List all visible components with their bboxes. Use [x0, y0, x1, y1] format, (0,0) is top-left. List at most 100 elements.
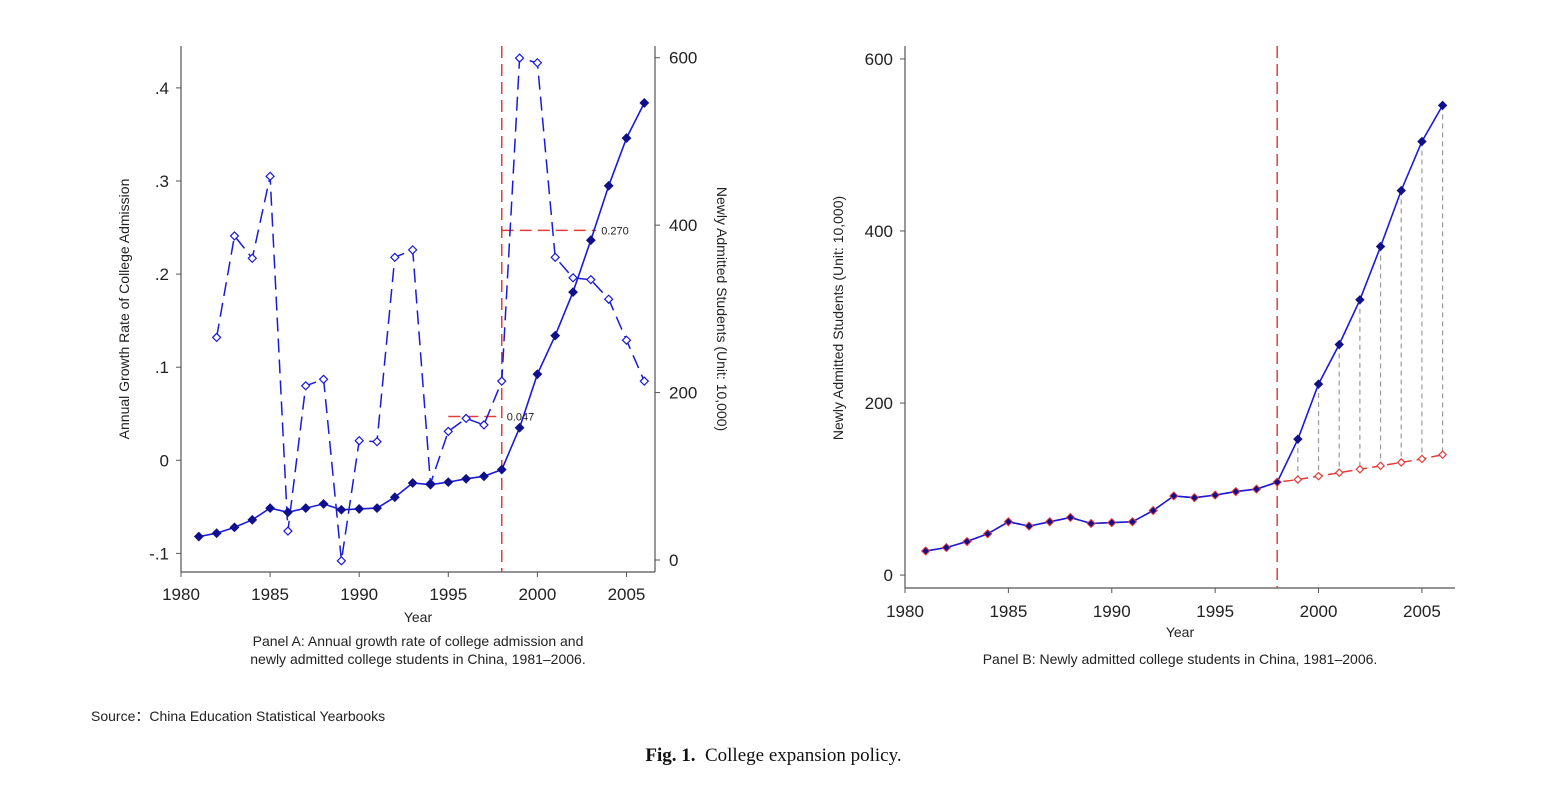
- admitted-students-point: [443, 477, 454, 488]
- admitted-students-point: [247, 514, 258, 525]
- admitted-students-point: [532, 369, 543, 380]
- panel-a-caption-line-2: newly admitted college students in China…: [250, 651, 585, 667]
- counterfactual-point: [1293, 475, 1303, 485]
- panel-a-chart: 1980 1985 1990 1995 2000 2005 -.1 0 .1 .2 .3 .4 0 2…: [116, 46, 730, 667]
- admitted-students-point: [336, 504, 347, 515]
- actual-students-point: [1251, 484, 1262, 494]
- panel-a-left-ticks: -.1 0 .1 .2 .3 .4: [149, 79, 181, 563]
- source-note: Source：China Education Statistical Yearb…: [91, 708, 386, 724]
- x-tick-label: 1995: [429, 585, 467, 604]
- left-tick-label: .2: [155, 265, 169, 284]
- actual-students-point: [1107, 517, 1117, 528]
- growth-rate-point: [568, 272, 578, 283]
- growth-rate-point: [621, 335, 632, 346]
- panel-a-right-y-label: Newly Admitted Students (Unit: 10,000): [714, 187, 730, 431]
- growth-rate-point: [372, 436, 382, 447]
- actual-students-point: [941, 542, 952, 553]
- panel-a-right-ticks: 0 200 400 600: [655, 49, 697, 570]
- actual-students-point: [1024, 521, 1034, 531]
- x-tick-label: 1980: [886, 602, 924, 621]
- panel-a-series: [193, 53, 650, 566]
- panel-b-series: [920, 100, 1448, 556]
- actual-students-point: [1272, 477, 1282, 487]
- growth-rate-point: [283, 526, 293, 536]
- x-tick-label: 1985: [251, 585, 289, 604]
- actual-students-point: [1189, 492, 1200, 503]
- growth-rate-point: [300, 380, 311, 391]
- counterfactual-line: [925, 453, 1443, 552]
- admitted-students-point: [621, 133, 632, 143]
- admitted-students-point: [354, 504, 365, 514]
- y-tick-label: 400: [865, 222, 893, 241]
- panel-b-x-label: Year: [1166, 624, 1195, 640]
- counterfactual-point: [1334, 468, 1344, 478]
- growth-rate-point: [461, 413, 471, 424]
- y-tick-label: 0: [884, 566, 893, 585]
- left-tick-label: .1: [155, 358, 169, 377]
- growth-rate-point: [586, 274, 596, 285]
- admitted-students-point: [300, 503, 311, 514]
- growth-rate-point: [389, 252, 400, 263]
- growth-rate-point: [603, 294, 614, 305]
- actual-students-point: [1293, 434, 1303, 444]
- admitted-students-point: [211, 528, 222, 539]
- admitted-students-point: [603, 180, 614, 191]
- admitted-students-point: [496, 464, 507, 475]
- admitted-students-point: [389, 492, 400, 503]
- left-tick-label: 0: [160, 451, 169, 470]
- average-growth-label: 0.270: [601, 225, 629, 237]
- admitted-students-point: [407, 478, 418, 488]
- growth-rate-point: [265, 171, 275, 182]
- right-tick-label: 200: [669, 384, 697, 403]
- panel-b-caption: Panel B: Newly admitted college students…: [983, 651, 1378, 667]
- figure-caption: Fig. 1. College expansion policy.: [0, 745, 1547, 767]
- admitted-students-point: [568, 287, 578, 298]
- actual-students-point: [1045, 517, 1055, 527]
- actual-students-point: [1375, 241, 1386, 252]
- y-tick-label: 200: [865, 394, 893, 413]
- right-tick-label: 0: [669, 551, 678, 570]
- counterfactual-point: [1417, 454, 1427, 464]
- x-tick-label: 1990: [340, 585, 378, 604]
- admitted-students-point: [265, 503, 276, 514]
- right-tick-label: 400: [669, 216, 697, 235]
- growth-rate-point: [318, 374, 329, 385]
- figure-caption-text: College expansion policy.: [704, 745, 902, 766]
- counterfactual-point: [1396, 457, 1406, 467]
- admitted-students-line: [198, 102, 646, 538]
- growth-rate-point: [211, 332, 222, 343]
- panel-b-x-ticks: 1980 1985 1990 1995 2000 2005: [886, 588, 1441, 621]
- admitted-students-point: [372, 503, 382, 514]
- growth-rate-point: [354, 435, 365, 446]
- right-tick-label: 600: [669, 49, 697, 68]
- actual-students-point: [1313, 379, 1324, 389]
- growth-rate-point: [514, 53, 525, 63]
- actual-students-point: [982, 529, 993, 539]
- left-tick-label: -.1: [149, 544, 169, 563]
- growth-rate-point: [229, 231, 240, 241]
- actual-students-point: [1127, 517, 1138, 527]
- admitted-students-point: [193, 531, 204, 542]
- left-tick-label: .4: [155, 79, 169, 98]
- panel-a-left-y-label: Annual Growth Rate of College Admission: [116, 179, 132, 440]
- actual-students-point: [1086, 518, 1096, 529]
- panel-a-caption-line-1: Panel A: Annual growth rate of college a…: [253, 633, 584, 649]
- admitted-students-point: [229, 522, 240, 533]
- admitted-students-point: [318, 499, 329, 509]
- actual-students-point: [1210, 490, 1220, 500]
- actual-students-point: [1334, 339, 1344, 350]
- admitted-students-point: [550, 330, 561, 341]
- x-tick-label: 2000: [518, 585, 556, 604]
- average-growth-label: 0.047: [507, 412, 535, 424]
- x-tick-label: 2005: [1403, 602, 1441, 621]
- panel-b-y-label: Newly Admitted Students (Unit: 10,000): [830, 196, 846, 440]
- actual-students-point: [962, 536, 972, 547]
- panel-a-x-label: Year: [404, 609, 433, 625]
- admitted-students-point: [585, 235, 596, 246]
- counterfactual-point: [1355, 464, 1365, 474]
- growth-rate-point: [479, 420, 489, 430]
- actual-students-point: [1169, 491, 1179, 501]
- growth-rate-point: [443, 426, 454, 437]
- counterfactual-point: [1376, 461, 1386, 471]
